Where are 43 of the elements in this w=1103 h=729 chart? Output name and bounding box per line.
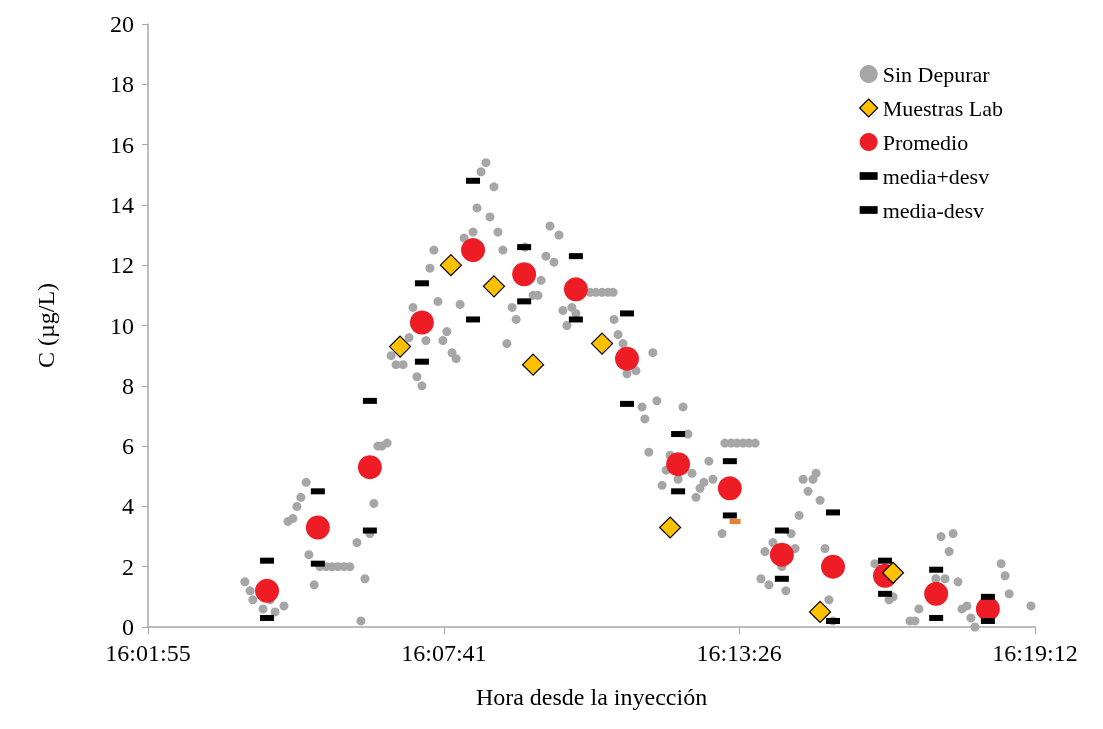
point	[255, 578, 280, 603]
legend-label: Sin Depurar	[882, 61, 991, 87]
point	[717, 476, 742, 501]
legend-label: media-desv	[882, 197, 985, 223]
y-tick-label: 8	[122, 372, 134, 399]
y-tick-label: 20	[110, 11, 134, 37]
y-tick-label: 4	[122, 493, 134, 520]
point	[881, 561, 905, 584]
y-axis-title: C (µg/L)	[33, 282, 59, 369]
point	[461, 238, 486, 263]
x-tick-label: 16:13:26	[696, 640, 782, 666]
point	[563, 277, 588, 302]
point	[512, 262, 537, 287]
point	[521, 353, 545, 376]
legend-label: Muestras Lab	[882, 95, 1003, 121]
y-tick-label: 0	[122, 614, 134, 640]
point	[659, 516, 682, 539]
y-tick-label: 10	[110, 312, 134, 339]
point	[924, 581, 949, 606]
point	[439, 254, 462, 277]
legend-label: Promedio	[882, 129, 969, 155]
x-axis-title: Hora desde la inyección	[475, 684, 708, 710]
point	[388, 335, 412, 358]
legend-label: media+desv	[882, 163, 990, 189]
point	[615, 346, 639, 371]
y-tick-label: 6	[122, 433, 134, 460]
point	[305, 515, 330, 540]
point	[482, 275, 506, 298]
point	[357, 455, 382, 480]
x-tick-label: 16:07:41	[401, 640, 487, 666]
y-tick-label: 18	[110, 71, 134, 98]
y-tick-label: 16	[110, 131, 134, 158]
point	[821, 554, 845, 579]
x-tick-label: 16:19:12	[992, 640, 1078, 666]
x-tick-label: 16:01:55	[105, 640, 191, 666]
point	[769, 542, 794, 567]
point	[808, 600, 832, 624]
point	[409, 310, 434, 335]
y-tick-label: 12	[110, 252, 134, 279]
y-tick-label: 14	[110, 191, 134, 218]
y-tick-label: 2	[122, 553, 134, 580]
point	[590, 332, 614, 355]
point	[666, 452, 691, 477]
